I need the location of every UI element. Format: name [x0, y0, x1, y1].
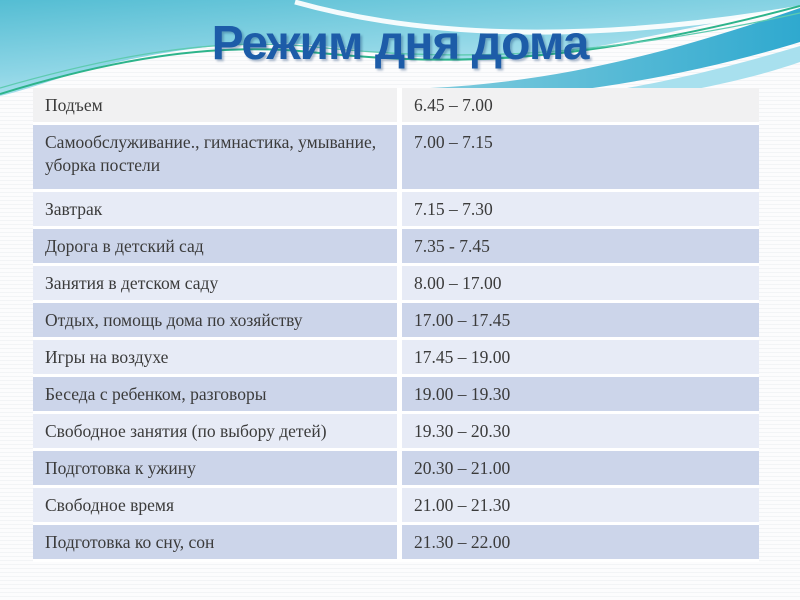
table-row: Свободное время 21.00 – 21.30 — [33, 488, 759, 525]
time-cell: 6.45 – 7.00 — [402, 88, 759, 125]
time-cell: 17.45 – 19.00 — [402, 340, 759, 377]
time-cell: 8.00 – 17.00 — [402, 266, 759, 303]
wave-decoration — [0, 0, 800, 112]
page-title: Режим дня дома — [211, 17, 590, 70]
activity-cell: Свободное время — [33, 488, 402, 525]
table-row: Подъем 6.45 – 7.00 — [33, 88, 759, 125]
activity-cell: Подъем — [33, 88, 402, 125]
table-row: Отдых, помощь дома по хозяйству 17.00 – … — [33, 303, 759, 340]
table-row: Игры на воздухе 17.45 – 19.00 — [33, 340, 759, 377]
time-cell: 7.35 - 7.45 — [402, 229, 759, 266]
table-row: Дорога в детский сад 7.35 - 7.45 — [33, 229, 759, 266]
time-cell: 7.00 – 7.15 — [402, 125, 759, 192]
activity-cell: Отдых, помощь дома по хозяйству — [33, 303, 402, 340]
activity-cell: Подготовка ко сну, сон — [33, 525, 402, 562]
activity-cell: Занятия в детском саду — [33, 266, 402, 303]
time-cell: 19.00 – 19.30 — [402, 377, 759, 414]
table-row: Подготовка к ужину 20.30 – 21.00 — [33, 451, 759, 488]
time-cell: 19.30 – 20.30 — [402, 414, 759, 451]
activity-cell: Игры на воздухе — [33, 340, 402, 377]
time-cell: 17.00 – 17.45 — [402, 303, 759, 340]
activity-cell: Беседа с ребенком, разговоры — [33, 377, 402, 414]
table-row: Завтрак 7.15 – 7.30 — [33, 192, 759, 229]
time-cell: 7.15 – 7.30 — [402, 192, 759, 229]
activity-cell: Дорога в детский сад — [33, 229, 402, 266]
time-cell: 20.30 – 21.00 — [402, 451, 759, 488]
activity-cell: Самообслуживание., гимнастика, умывание,… — [33, 125, 402, 192]
time-cell: 21.00 – 21.30 — [402, 488, 759, 525]
table-row: Беседа с ребенком, разговоры 19.00 – 19.… — [33, 377, 759, 414]
table-row: Подготовка ко сну, сон 21.30 – 22.00 — [33, 525, 759, 562]
table-row: Занятия в детском саду 8.00 – 17.00 — [33, 266, 759, 303]
time-cell: 21.30 – 22.00 — [402, 525, 759, 562]
table-row: Свободное занятия (по выбору детей) 19.3… — [33, 414, 759, 451]
schedule-table: Подъем 6.45 – 7.00 Самообслуживание., ги… — [33, 88, 759, 562]
activity-cell: Подготовка к ужину — [33, 451, 402, 488]
table-row: Самообслуживание., гимнастика, умывание,… — [33, 125, 759, 192]
activity-cell: Завтрак — [33, 192, 402, 229]
activity-cell: Свободное занятия (по выбору детей) — [33, 414, 402, 451]
